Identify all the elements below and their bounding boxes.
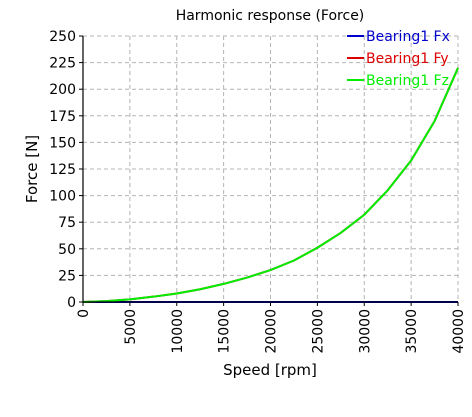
series-line-3 [82, 67, 459, 303]
x-tick-label: 15000 [217, 309, 233, 354]
y-tick-label: 150 [49, 135, 76, 151]
x-tick-label: 25000 [310, 309, 326, 354]
y-axis-label: Force [N] [23, 135, 41, 203]
y-tick-label: 25 [58, 268, 76, 284]
x-tick-label: 30000 [357, 309, 373, 354]
y-tick-label: 250 [49, 29, 76, 45]
x-tick-label: 35000 [404, 309, 420, 354]
y-tick-label: 100 [49, 189, 76, 205]
y-tick-label: 175 [49, 109, 76, 125]
x-tick-label: 20000 [264, 309, 280, 354]
legend: Bearing1 Fx Bearing1 Fy Bearing1 Fz [347, 29, 450, 89]
legend-label: Bearing1 Fz [366, 73, 449, 89]
legend-item: Bearing1 Fz [347, 73, 449, 89]
legend-item: Bearing1 Fy [347, 51, 449, 67]
x-tick-labels: 0 5000 10000 15000 20000 25000 30000 35000 40000 [76, 309, 467, 354]
legend-label: Bearing1 Fx [366, 29, 450, 45]
y-tick-label: 0 [67, 295, 76, 311]
grid-lines [82, 35, 459, 303]
legend-item: Bearing1 Fx [347, 29, 450, 45]
x-axis-label: Speed [rpm] [223, 361, 317, 379]
axes [79, 35, 459, 306]
x-tick-label: 5000 [123, 309, 139, 345]
y-tick-label: 75 [58, 215, 76, 231]
y-tick-label: 50 [58, 242, 76, 258]
y-tick-label: 225 [49, 56, 76, 72]
legend-label: Bearing1 Fy [366, 51, 449, 67]
x-tick-label: 40000 [451, 309, 467, 354]
chart-title: Harmonic response (Force) [176, 8, 365, 24]
x-tick-label: 10000 [170, 309, 186, 354]
y-tick-label: 200 [49, 82, 76, 98]
y-tick-label: 125 [49, 162, 76, 178]
y-tick-labels: 0 25 50 75 100 125 150 175 200 225 250 [49, 29, 76, 311]
x-tick-label: 0 [76, 309, 92, 318]
